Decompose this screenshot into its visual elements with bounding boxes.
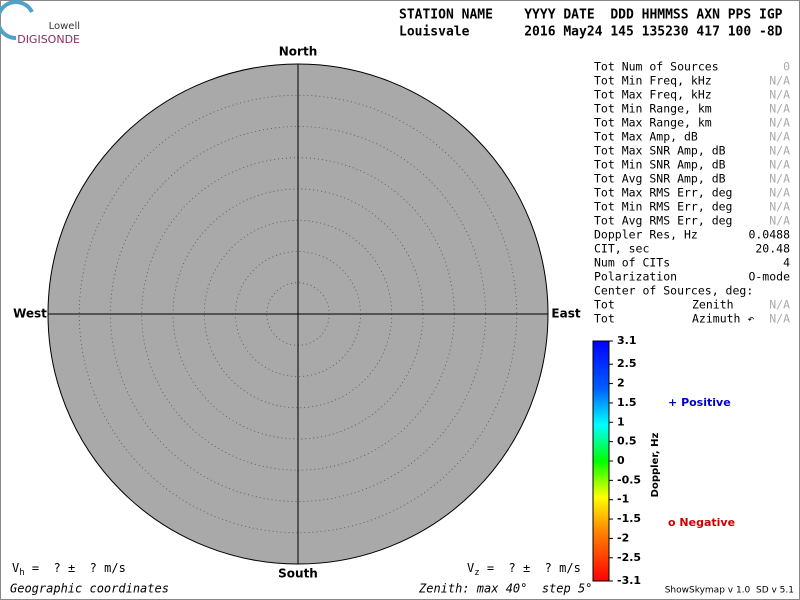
info-label: Tot Min RMS Err, deg [594,200,732,214]
info-value: N/A [769,88,790,102]
polar-plot [47,63,549,565]
colorbar-tick-label: -2.5 [617,551,641,564]
legend-positive: + Positive [668,396,731,409]
info-value: O-mode [748,270,790,284]
velocity-h: Vh = ? ± ? m/s [12,561,126,578]
info-value: N/A [769,116,790,130]
info-value: 0 [783,60,790,74]
colorbar-label: Doppler, Hz [650,433,661,498]
info-sublabel: Zenith [692,298,734,312]
info-label: Tot Num of Sources [594,60,719,74]
colorbar-tick-label: -3.1 [617,574,641,587]
info-label: Tot Avg RMS Err, deg [594,214,732,228]
colorbar-ticks: 3.1 2.5 2 1.5 1 0.5 0 -0.5 -1 -1.5 -2 -2.5 -3.1 [609,334,641,587]
version: ShowSkymap v 1.0 SD v 5.1 [665,586,794,596]
zenith-info: Zenith: max 40° step 5° [418,582,592,596]
info-label: Center of Sources, deg: [594,284,753,298]
direction-label: West [13,307,47,321]
info-value: N/A [769,144,790,158]
info-label: Tot Max SNR Amp, dB [594,144,726,158]
info-label: Tot Min SNR Amp, dB [594,158,726,172]
direction-label: North [279,45,317,59]
info-value: N/A [769,172,790,186]
info-value: N/A [769,214,790,228]
colorbar-tick-label: 3.1 [617,334,637,347]
header-line: STATION NAME YYYY DATE DDD HHMMSS AXN PP… [399,8,783,23]
colorbar-tick-label: 0.5 [617,435,637,448]
info-label: Tot [594,312,615,326]
info-value: N/A [769,74,790,88]
colorbar-tick-label: 1 [617,415,625,428]
info-value: N/A [769,200,790,214]
header-line: Louisvale 2016 May24 145 135230 417 100 … [399,25,783,40]
info-label: Tot Max RMS Err, deg [594,186,732,200]
info-label: Tot Max Amp, dB [594,130,698,144]
legend-negative: o Negative [668,516,735,529]
info-value: 0.0488 [748,228,790,242]
info-label: CIT, sec [594,242,649,256]
info-label: Polarization [594,270,677,284]
logo-name: DIGISONDE [17,33,80,46]
info-value: N/A [769,312,790,326]
colorbar-tick-label: -2 [617,531,629,544]
colorbar-tick-label: -1.5 [617,512,641,525]
colorbar-tick-label: 0 [617,454,625,467]
info-value: 20.48 [755,242,790,256]
info-label: Tot Max Freq, kHz [594,88,712,102]
info-label: Doppler Res, Hz [594,228,698,242]
info-value: N/A [769,102,790,116]
logo-arc [0,0,34,41]
info-sublabel: Azimuth ↶ [692,312,754,326]
logo-top: Lowell [49,21,80,32]
colorbar-tick-label: 2.5 [617,357,637,370]
info-table: Tot Num of Sources 0 Tot Min Freq, kHz N/A T… [594,60,790,326]
direction-label: East [551,307,580,321]
info-label: Tot Max Range, km [594,116,712,130]
info-value: N/A [769,158,790,172]
info-label: Tot Min Freq, kHz [594,74,712,88]
info-value: N/A [769,298,790,312]
colorbar-tick-label: 1.5 [617,396,637,409]
info-label: Tot [594,298,615,312]
colorbar-tick-label: -1 [617,493,629,506]
info-label: Tot Min Range, km [594,102,712,116]
info-value: 4 [783,256,790,270]
coordinates: Geographic coordinates [10,582,169,596]
colorbar-tick-label: 2 [617,377,625,390]
info-label: Tot Avg SNR Amp, dB [594,172,726,186]
direction-label: South [278,567,318,581]
info-value: N/A [769,130,790,144]
info-label: Num of CITs [594,256,670,270]
colorbar-tick-label: -0.5 [617,473,641,486]
info-value: N/A [769,186,790,200]
velocity-z: Vz = ? ± ? m/s [467,561,581,578]
colorbar [592,340,610,582]
